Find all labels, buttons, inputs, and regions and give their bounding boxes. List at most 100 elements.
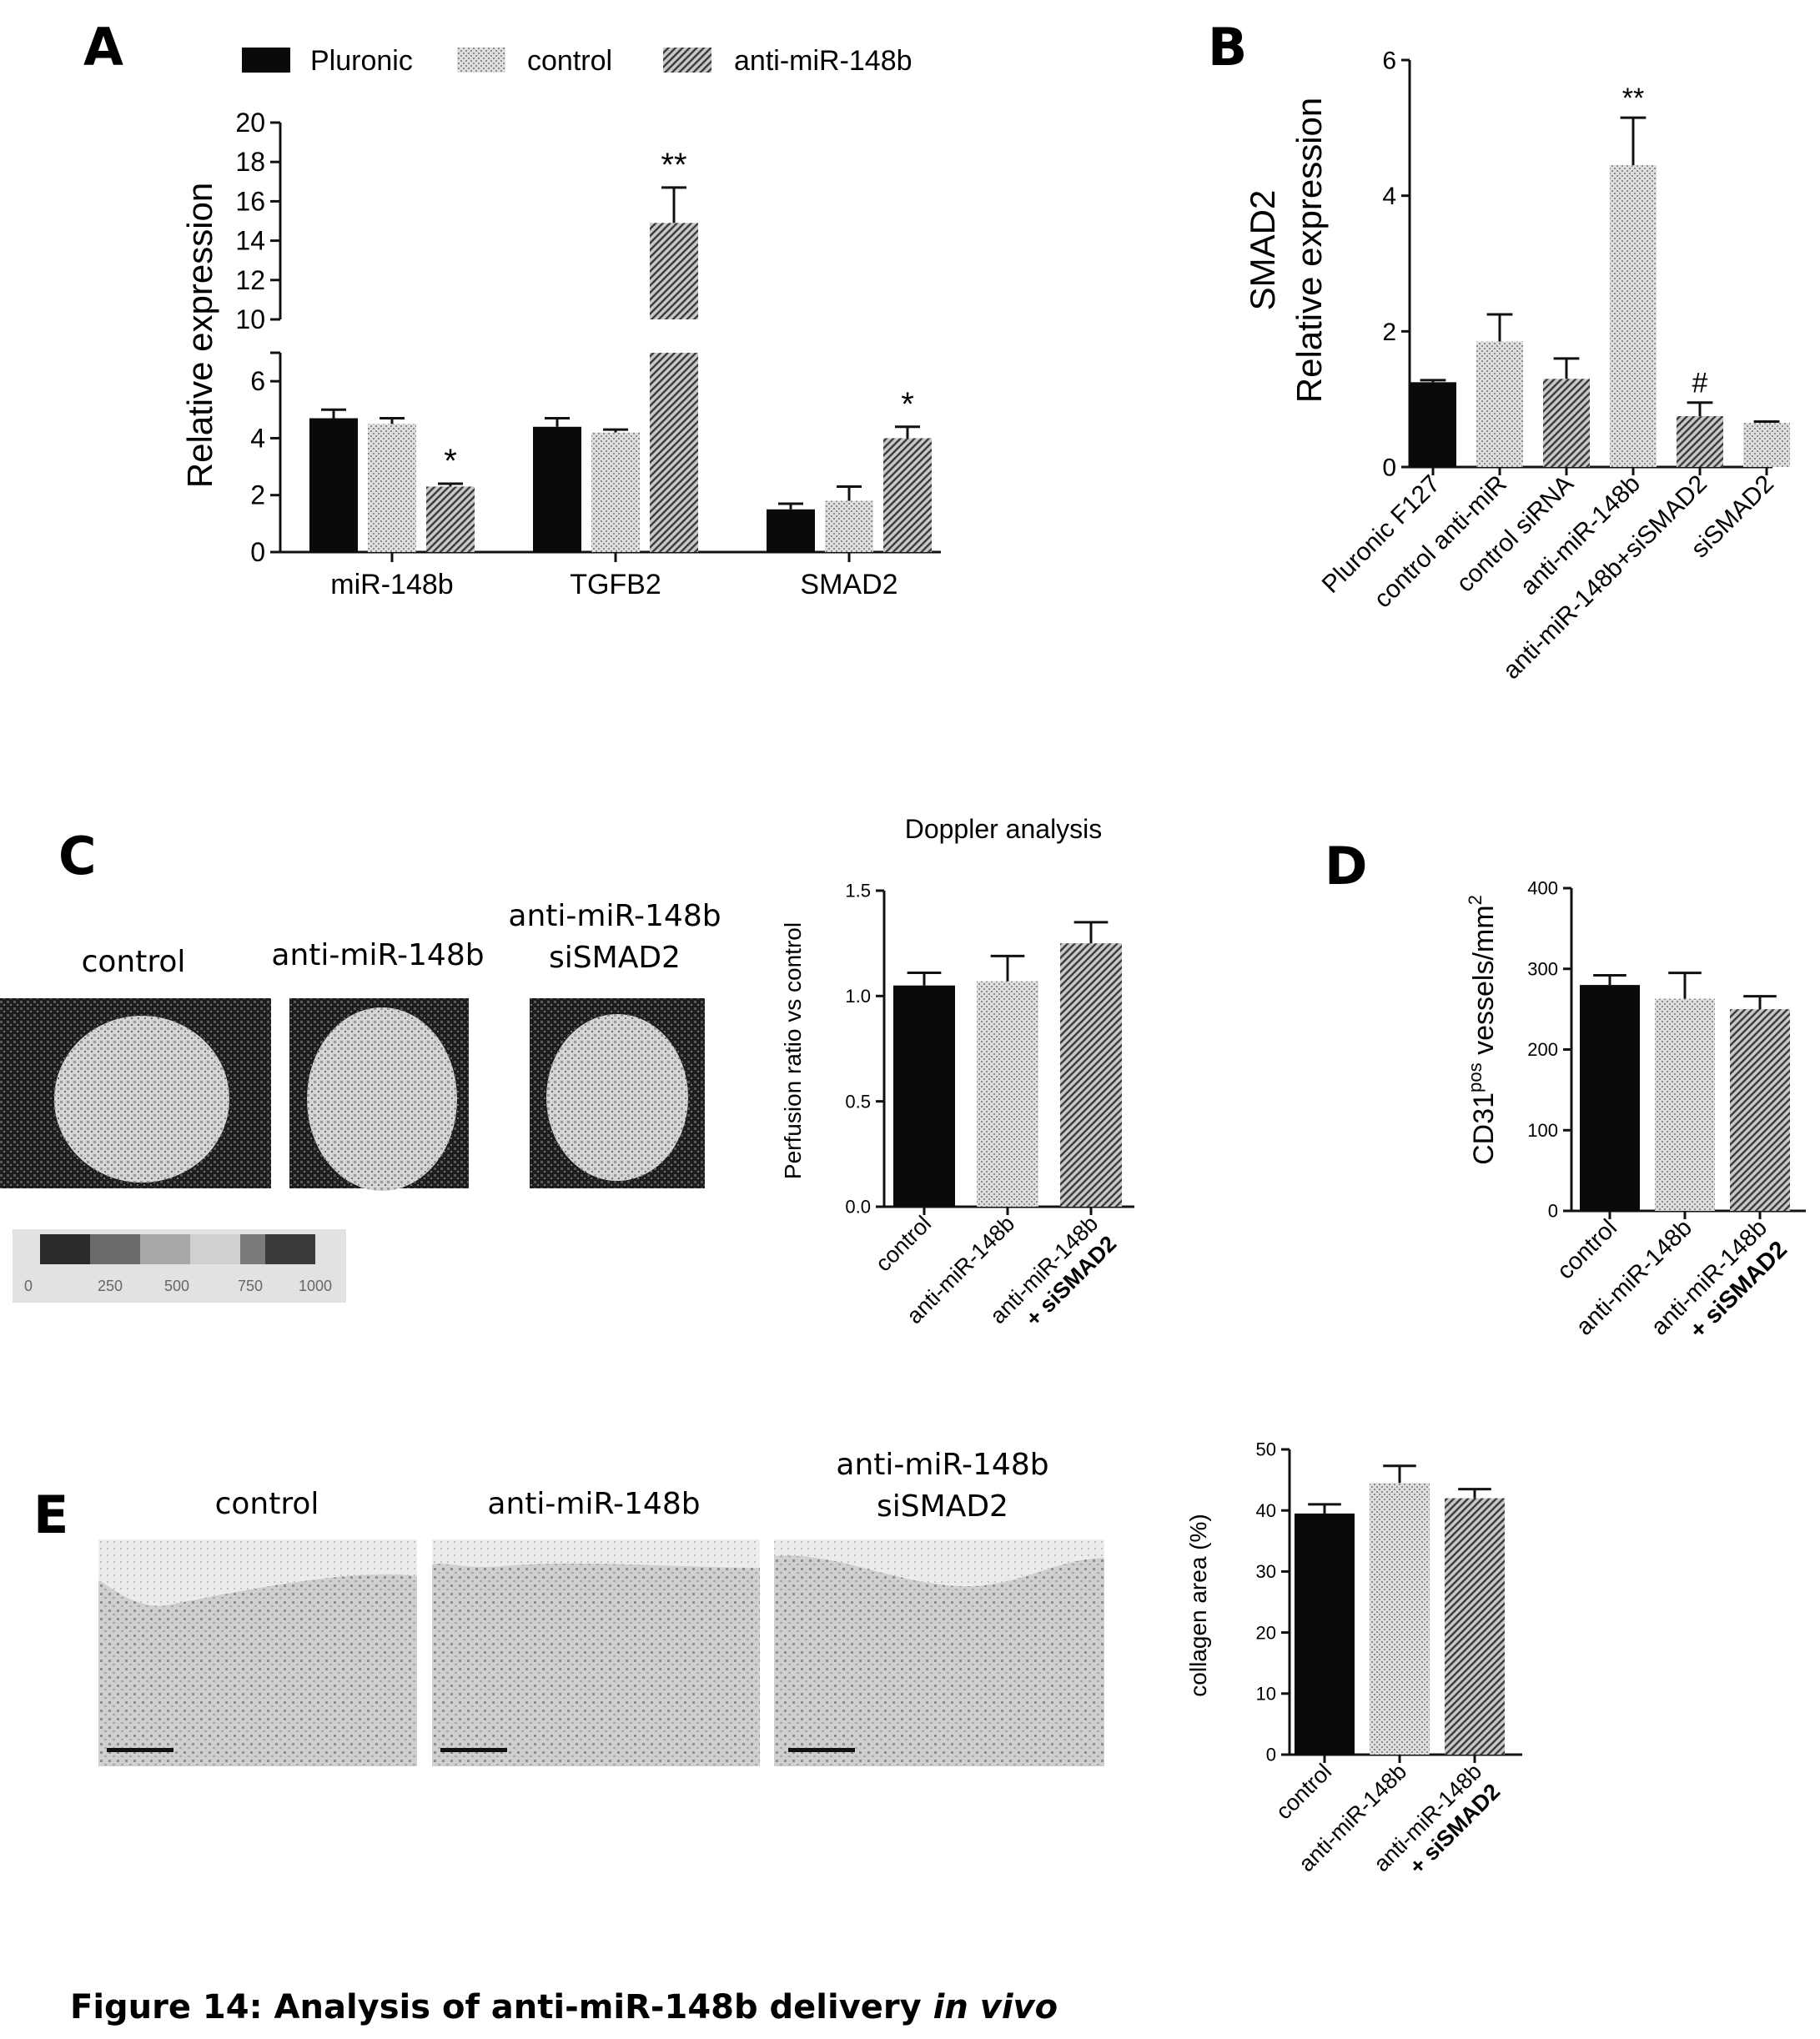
bar: [1476, 342, 1523, 467]
y-tick-label: 12: [235, 265, 265, 295]
y-tick-label: 14: [235, 226, 265, 256]
bar: [309, 419, 358, 552]
scale-tick-250: 250: [98, 1278, 123, 1294]
scale-tick-750: 750: [238, 1278, 263, 1294]
x-tick-label: SMAD2: [800, 569, 897, 600]
legend-label-control: control: [527, 45, 612, 77]
bar: [977, 982, 1038, 1207]
bar: [426, 486, 475, 552]
y-tick-label: 20: [235, 108, 265, 138]
significance-label: *: [444, 443, 457, 480]
significance-label: **: [1622, 83, 1644, 114]
histology-image-anti-mir: [432, 1539, 760, 1766]
bar: [1295, 1514, 1355, 1755]
y-tick-label: 50: [1256, 1439, 1276, 1460]
c-image-label-anti-mir-2: anti-miR-148b: [508, 899, 721, 933]
x-tick-label: Pluronic F127: [1317, 470, 1445, 599]
x-tick-label: miR-148b: [330, 569, 453, 600]
x-tick-label: control: [1271, 1759, 1337, 1825]
bar: [883, 438, 932, 552]
y-tick-label: 30: [1256, 1561, 1276, 1582]
panel-letter-b: B: [1208, 17, 1247, 78]
y-tick-label: 6: [1382, 48, 1396, 75]
doppler-color-scale: 0 250 500 750 1000: [13, 1229, 346, 1303]
bar: [650, 353, 698, 552]
bar: [650, 223, 698, 319]
x-tick-label: control siRNA: [1451, 470, 1579, 598]
e-image-label-anti-mir-2: anti-miR-148b: [836, 1448, 1048, 1482]
y-axis-title: Relative expression: [1290, 98, 1329, 404]
significance-label: #: [1692, 368, 1708, 399]
e-image-label-control: control: [215, 1487, 319, 1521]
y-axis-title: Relative expression: [180, 183, 219, 489]
x-tick-label: anti-miR-148b: [1515, 470, 1646, 601]
bar: [1580, 985, 1640, 1211]
y-tick-label: 0.0: [845, 1197, 871, 1218]
y-tick-label: 0: [250, 537, 265, 567]
y-tick-label: 40: [1256, 1500, 1276, 1521]
bar: [1743, 423, 1790, 467]
y-axis-title: CD31pos vessels/mm2: [1465, 895, 1500, 1165]
y-tick-label: 1.0: [845, 986, 871, 1007]
caption-italic: in vivo: [933, 1988, 1058, 2026]
panel-letter-e: E: [33, 1484, 68, 1545]
x-tick-label: control: [1552, 1214, 1622, 1284]
bar: [825, 501, 873, 552]
doppler-image-anti-mir-sismad2: [530, 998, 705, 1188]
histology-image-anti-mir-sismad2: [774, 1539, 1104, 1766]
bar: [893, 986, 955, 1207]
chart-b: 0246SMAD2Relative expressionPluronic F12…: [1243, 48, 1790, 685]
c-image-label-anti-mir: anti-miR-148b: [271, 938, 484, 972]
y-tick-label: 200: [1527, 1039, 1558, 1060]
chart-d: 0100200300400CD31pos vessels/mm2controla…: [1465, 878, 1806, 1344]
y-tick-label: 4: [250, 423, 265, 453]
doppler-image-anti-mir: [289, 998, 469, 1191]
y-tick-label: 18: [235, 147, 265, 177]
y-axis-title: SMAD2: [1243, 190, 1282, 311]
y-tick-label: 16: [235, 186, 265, 216]
y-tick-label: 400: [1527, 878, 1558, 899]
bar: [1610, 165, 1657, 467]
histology-image-control: [98, 1539, 417, 1766]
bar: [1445, 1499, 1505, 1755]
chart-c: 0.00.51.01.5Doppler analysisPerfusion ra…: [780, 814, 1134, 1331]
y-tick-label: 300: [1527, 958, 1558, 979]
chart-e: 01020304050collagen area (%)controlanti-…: [1185, 1439, 1522, 1880]
bar: [1655, 999, 1715, 1211]
caption-text: Figure 14: Analysis of anti-miR-148b del…: [70, 1988, 933, 2026]
y-tick-label: 10: [1256, 1684, 1276, 1705]
bar: [591, 433, 640, 552]
legend-swatch-anti-mir: [663, 48, 711, 73]
y-tick-label: 2: [1382, 319, 1396, 346]
c-image-label-sismad2: siSMAD2: [549, 941, 681, 975]
bar: [1543, 379, 1590, 467]
scale-tick-0: 0: [24, 1278, 33, 1294]
scale-tick-1000: 1000: [299, 1278, 332, 1294]
panel-e-images: control anti-miR-148b anti-miR-148b siSM…: [98, 1448, 1104, 1766]
y-tick-label: 1.5: [845, 881, 871, 901]
significance-label: *: [901, 386, 914, 423]
x-tick-label: TGFB2: [570, 569, 661, 600]
y-tick-label: 6: [250, 366, 265, 396]
panel-a-legend: Pluronic control anti-miR-148b: [242, 45, 913, 77]
y-tick-label: 20: [1256, 1622, 1276, 1643]
chart-title: Doppler analysis: [905, 814, 1103, 844]
figure-caption: Figure 14: Analysis of anti-miR-148b del…: [70, 1988, 1058, 2026]
doppler-image-control: [0, 998, 271, 1188]
e-image-label-anti-mir: anti-miR-148b: [487, 1487, 700, 1521]
bar: [1677, 416, 1723, 467]
chart-a: 0246101214161820Relative expressionmiR-1…: [180, 108, 941, 600]
y-tick-label: 0: [1548, 1201, 1558, 1222]
panel-letter-c: C: [58, 826, 97, 886]
x-tick-label: control: [871, 1211, 937, 1277]
scale-bar: [788, 1748, 855, 1752]
legend-label-pluronic: Pluronic: [310, 45, 413, 77]
significance-label: **: [661, 147, 686, 183]
scale-bar: [107, 1748, 173, 1752]
y-axis-title: Perfusion ratio vs control: [780, 922, 806, 1179]
panel-c-images: control anti-miR-148b anti-miR-148b siSM…: [0, 899, 721, 1303]
y-tick-label: 0: [1382, 455, 1396, 482]
legend-swatch-control: [457, 48, 505, 73]
bar: [1410, 382, 1456, 467]
